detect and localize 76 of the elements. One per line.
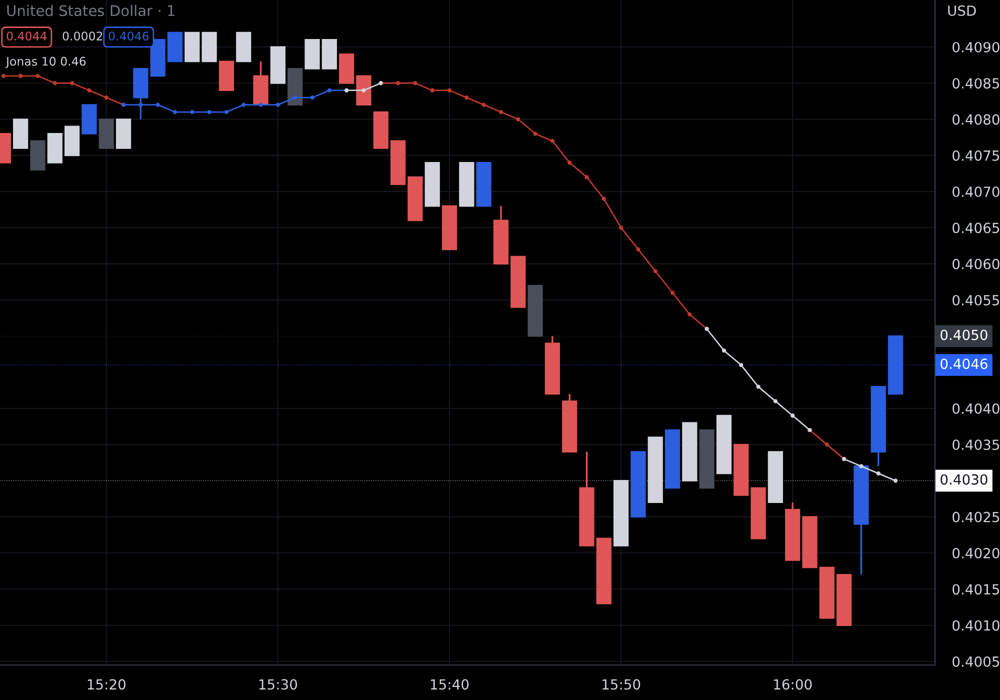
y-tick-label: 0.4010: [952, 620, 1000, 631]
x-tick-label: 15:20: [88, 679, 126, 690]
y-tick-label: 0.4080: [952, 114, 1000, 125]
point: [636, 247, 640, 252]
y-tick-label: 0.4035: [952, 440, 1000, 450]
point: [773, 399, 778, 404]
y-tick-label: 0.4060: [952, 258, 1000, 270]
ref-line-label: 0.4046: [940, 358, 988, 370]
y-tick-label: 0.4055: [952, 294, 1000, 306]
point: [87, 88, 92, 92]
point: [36, 74, 40, 78]
point: [327, 88, 332, 92]
point: [276, 102, 280, 107]
y-tick-label: 0.4070: [952, 186, 1000, 198]
y-tick-label: 0.4075: [952, 150, 1000, 161]
point: [258, 102, 263, 107]
chart-title: United States Dollar · 1: [7, 4, 174, 16]
point: [293, 96, 298, 100]
point: [653, 268, 658, 274]
ref-line-label: 0.4050: [940, 330, 988, 340]
point: [482, 102, 486, 107]
y-tick-label: 0.4020: [952, 548, 1000, 558]
annotation: 0.4046: [108, 32, 149, 41]
x-tick-label: 15:30: [259, 679, 298, 690]
x-tick-label: 15:40: [431, 679, 469, 690]
point: [722, 348, 726, 353]
y-axis-title: USD: [948, 5, 976, 16]
ref-line-label: 0.4030: [940, 474, 988, 485]
point: [362, 88, 366, 92]
point: [310, 96, 314, 100]
x-tick-label: 16:00: [774, 679, 812, 690]
point: [859, 464, 864, 468]
point: [172, 110, 178, 114]
point: [430, 88, 434, 92]
point: [756, 384, 760, 389]
point: [550, 138, 555, 144]
point: [602, 196, 606, 201]
y-tick-label: 0.4085: [952, 78, 1000, 89]
point: [207, 110, 212, 114]
point: [224, 110, 229, 114]
point: [70, 81, 74, 86]
y-tick-label: 0.4005: [952, 656, 1000, 667]
annotation: 0.4044: [6, 32, 47, 41]
point: [464, 96, 469, 100]
point: [413, 81, 418, 86]
point: [156, 102, 160, 107]
point: [618, 226, 624, 230]
point: [567, 160, 572, 165]
y-tick-label: 0.4090: [952, 42, 1000, 52]
point: [18, 74, 23, 78]
point: [447, 88, 452, 92]
x-tick-label: 15:50: [602, 679, 640, 690]
point: [516, 117, 520, 122]
point: [190, 110, 194, 114]
point: [533, 132, 538, 136]
y-tick-label: 0.4015: [952, 584, 1000, 595]
y-tick-label: 0.4040: [952, 403, 1000, 414]
point: [1, 74, 6, 78]
y-tick-label: 0.4065: [952, 222, 1000, 234]
point: [688, 312, 692, 317]
point: [739, 362, 744, 368]
point: [138, 102, 143, 107]
point: [584, 175, 589, 180]
point: [52, 81, 57, 86]
point: [396, 81, 400, 86]
point: [893, 478, 898, 483]
annotation: Jonas 10 0.46: [5, 56, 86, 68]
point: [242, 102, 246, 107]
point: [104, 96, 108, 100]
point: [876, 471, 880, 476]
y-tick-label: 0.4025: [952, 512, 1000, 522]
point: [670, 290, 675, 295]
point: [498, 110, 504, 114]
point: [790, 414, 795, 418]
annotation: 0.0002: [62, 32, 102, 41]
point: [824, 442, 829, 447]
